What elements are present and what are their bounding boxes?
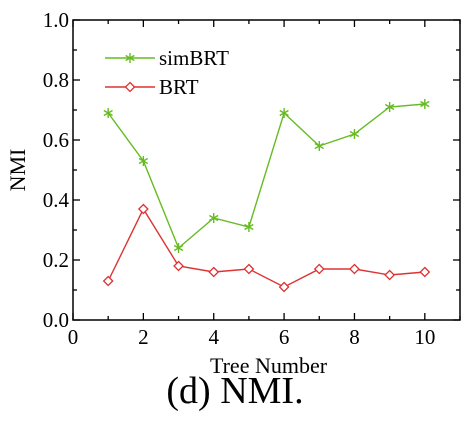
axes: 0 2 4 6 8 10 0.0 0.2 0.4 0.6 0.8 1.0	[43, 8, 461, 349]
data-point-simbrt	[244, 222, 254, 232]
data-point-simbrt-stroke	[279, 109, 289, 117]
data-point-simbrt	[138, 156, 149, 166]
data-point-simbrt	[209, 213, 219, 223]
series-line-simbrt	[107, 103, 425, 250]
data-point-simbrt-stroke	[173, 244, 184, 252]
data-point-simbrt	[349, 129, 360, 139]
data-point-simbrt	[173, 243, 184, 253]
legend-label-simbrt: simBRT	[159, 46, 229, 70]
x-tick-label: 0	[68, 325, 79, 349]
y-tick-label: 1.0	[43, 8, 69, 32]
data-point-simbrt-stroke	[209, 214, 219, 222]
data-point-brt	[349, 263, 360, 275]
data-point-brt	[313, 263, 325, 275]
x-tick-label: 6	[279, 325, 290, 349]
y-tick-label: 0.2	[43, 248, 69, 272]
data-point-simbrt-stroke	[138, 157, 149, 165]
data-point-brt	[384, 269, 396, 281]
legend-marker-simbrt-stroke	[125, 54, 135, 62]
data-point-brt	[243, 263, 255, 275]
x-tick-label: 10	[414, 325, 435, 349]
data-point-brt	[419, 266, 431, 278]
y-tick-label: 0.0	[43, 308, 69, 332]
data-point-simbrt	[103, 108, 113, 118]
legend: simBRT BRT	[105, 46, 229, 99]
x-axis-label: Tree Number	[210, 353, 328, 378]
y-tick-label: 0.6	[43, 128, 69, 152]
data-point-brt	[102, 275, 114, 287]
data-point-brt	[278, 281, 290, 293]
legend-marker-simbrt	[125, 53, 135, 63]
data-point-simbrt-stroke	[420, 100, 430, 108]
x-tick-label: 2	[138, 325, 149, 349]
legend-label-brt: BRT	[159, 75, 199, 99]
data-point-simbrt	[279, 108, 289, 118]
data-point-simbrt	[314, 141, 324, 151]
x-tick-label: 8	[349, 325, 360, 349]
legend-marker-brt	[124, 81, 136, 93]
data-point-simbrt-stroke	[103, 109, 113, 117]
y-tick-label: 0.8	[43, 68, 69, 92]
data-point-simbrt-stroke	[349, 130, 360, 138]
series-layer	[102, 99, 431, 293]
data-point-brt	[208, 266, 220, 278]
y-axis-label: NMI	[5, 149, 30, 192]
data-point-simbrt	[420, 99, 430, 109]
data-point-brt	[173, 260, 184, 272]
data-point-simbrt-stroke	[384, 103, 395, 111]
x-tick-label: 4	[208, 325, 219, 349]
data-point-simbrt	[384, 102, 395, 112]
figure-caption: (d) NMI.	[166, 370, 304, 412]
y-tick-label: 0.4	[43, 188, 70, 212]
data-point-simbrt-stroke	[314, 142, 324, 150]
data-point-simbrt-stroke	[244, 223, 254, 231]
series-line-brt	[107, 207, 425, 288]
data-point-brt	[137, 203, 149, 215]
